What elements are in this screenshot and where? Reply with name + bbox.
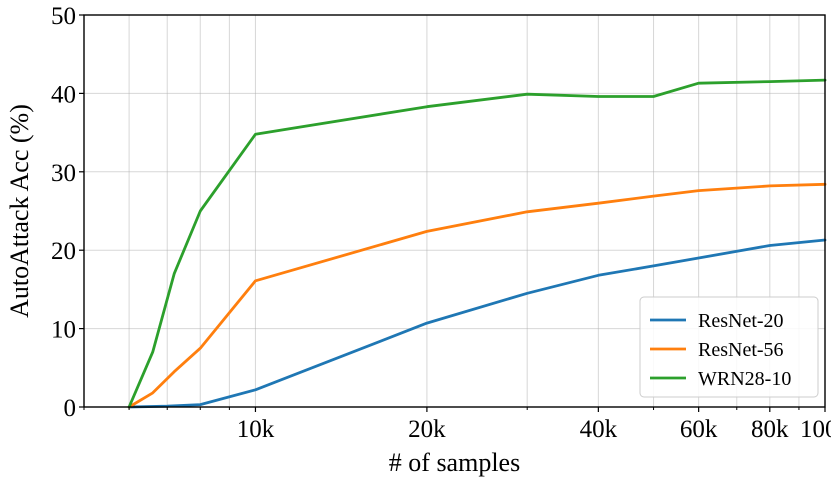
y-tick-label: 0: [64, 395, 77, 422]
series-line-wrn28-10: [127, 78, 827, 409]
x-tick-label: 20k: [408, 416, 446, 443]
plot-frame: [83, 14, 826, 408]
series-lines: [127, 78, 827, 409]
legend-label: WRN28-10: [698, 368, 791, 390]
series-line-resnet-20: [127, 238, 827, 409]
x-tick-label: 40k: [580, 416, 618, 443]
legend-box: [639, 296, 819, 398]
axis-ticks: 0 10 20 30 40 50 10k 20k 40k 60k 80k 100k: [51, 3, 831, 443]
series-line-resnet-56: [127, 182, 827, 409]
y-axis-title: AutoAttack Acc (%): [5, 104, 34, 318]
y-tick-label: 10: [51, 317, 76, 344]
legend: ResNet-20 ResNet-56 WRN28-10: [639, 296, 819, 398]
y-tick-label: 30: [51, 160, 76, 187]
legend-label: ResNet-56: [698, 339, 784, 361]
x-tick-label: 60k: [680, 416, 718, 443]
x-axis-title: # of samples: [389, 448, 520, 477]
y-tick-label: 20: [51, 238, 76, 265]
x-tick-label: 10k: [237, 416, 275, 443]
x-tick-label: 80k: [751, 416, 789, 443]
y-tick-label: 50: [51, 3, 76, 30]
x-tick-label: 100k: [800, 416, 831, 443]
legend-label: ResNet-20: [698, 310, 784, 332]
y-tick-label: 40: [51, 81, 76, 108]
